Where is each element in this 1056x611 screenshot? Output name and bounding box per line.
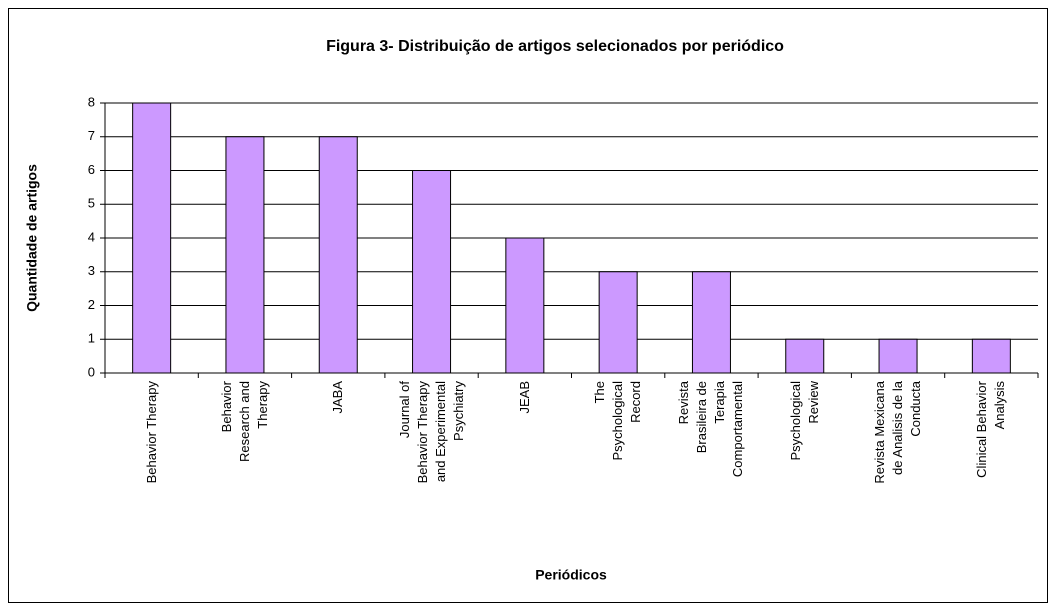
bar [132,102,172,374]
x-tick-label: Psychological Review [787,381,821,461]
x-tick-label: Journal of Behavior Therapy and Experime… [396,381,466,484]
bar [505,237,545,374]
x-tick-label: Behavior Therapy [143,381,159,484]
y-tick-label: 6 [88,162,95,177]
bar [971,338,1011,374]
x-tick-label: JABA [330,381,346,414]
bar [225,136,265,374]
x-tick-label: Revista Brasileira de Terapia Comportame… [676,381,746,478]
x-axis-title: Periódicos [535,567,607,583]
x-tick-label: Behavior Research and Therapy [218,381,270,462]
chart-title: Figura 3- Distribuição de artigos seleci… [326,38,784,55]
y-tick-label: 3 [88,263,95,278]
y-tick-label: 2 [88,297,95,312]
x-tick-label: Revista Mexicana de Analisis de la Condu… [872,381,924,484]
y-tick-label: 4 [88,229,95,244]
y-tick-label: 5 [88,196,95,211]
x-tick-label: JEAB [516,381,532,414]
y-tick-label: 7 [88,128,95,143]
bar [412,170,452,374]
bar [598,271,638,374]
x-tick-label: Clinical Behavior Analysis [974,381,1008,478]
bar [878,338,918,374]
x-tick-label: The Psychological Record [592,381,644,461]
y-tick-label: 8 [88,94,95,109]
bar [691,271,731,374]
y-axis-title: Quantidade de artigos [24,164,40,312]
y-tick-label: 1 [88,331,95,346]
bar [785,338,825,374]
y-tick-label: 0 [88,364,95,379]
bar [318,136,358,374]
